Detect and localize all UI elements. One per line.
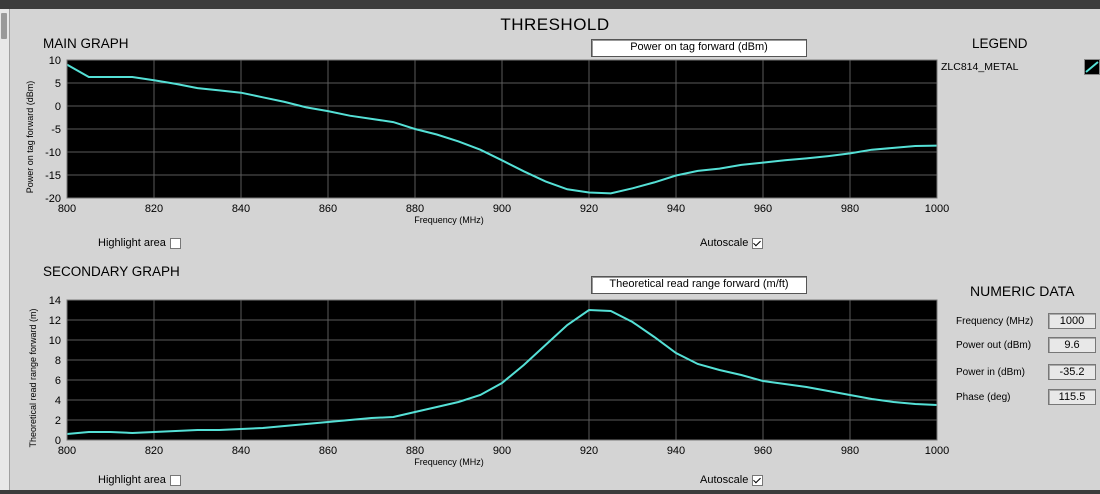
x-tick-label: 840 <box>232 445 250 457</box>
y-tick-label: 6 <box>55 375 61 387</box>
y-tick-label: 10 <box>49 55 61 67</box>
legend-item-name: ZLC814_METAL <box>941 61 1019 73</box>
series-line <box>66 308 938 435</box>
x-tick-label: 920 <box>580 445 598 457</box>
numeric-label: Phase (deg) <box>956 391 1011 403</box>
x-tick-label: 820 <box>145 445 163 457</box>
x-tick-label: 960 <box>754 445 772 457</box>
secondary-autoscale-checkbox[interactable] <box>752 474 764 486</box>
numeric-value: -35.2 <box>1048 364 1096 380</box>
x-tick-label: 1000 <box>925 445 949 457</box>
x-tick-label: 880 <box>406 445 424 457</box>
scrollbar-thumb[interactable] <box>1 13 7 39</box>
y-tick-label: -20 <box>45 193 61 205</box>
main-autoscale[interactable]: Autoscale <box>700 237 764 249</box>
x-tick-label: 980 <box>841 445 859 457</box>
x-tick-label: 940 <box>667 203 685 215</box>
numeric-data-title: NUMERIC DATA <box>970 283 1075 299</box>
secondary-autoscale-label: Autoscale <box>700 474 749 486</box>
main-highlight-checkbox[interactable] <box>169 237 181 249</box>
main-highlight-label: Highlight area <box>98 237 166 249</box>
x-tick-label: 840 <box>232 203 250 215</box>
y-tick-label: 4 <box>55 395 61 407</box>
y-axis-label: Theoretical read range forward (m) <box>28 308 38 447</box>
legend-title: LEGEND <box>972 36 1028 51</box>
numeric-row-frequency: Frequency (MHz) 1000 <box>956 313 1096 329</box>
main-autoscale-checkbox[interactable] <box>752 237 764 249</box>
secondary-highlight-area[interactable]: Highlight area <box>98 474 181 486</box>
window-top-bar <box>0 0 1100 9</box>
x-tick-label: 920 <box>580 203 598 215</box>
y-tick-label: -15 <box>45 170 61 182</box>
x-tick-label: 880 <box>406 203 424 215</box>
y-tick-label: 8 <box>55 355 61 367</box>
secondary-graph-plot: 800 820 840 860 880 900 920 940 960 980 1000141210… <box>28 295 949 467</box>
numeric-row-phase: Phase (deg) 115.5 <box>956 389 1096 405</box>
numeric-value: 115.5 <box>1048 389 1096 405</box>
window-bottom-bar <box>0 490 1100 494</box>
main-graph-selector[interactable]: Power on tag forward (dBm) <box>591 39 807 57</box>
main-graph-title: MAIN GRAPH <box>43 36 129 51</box>
page-title: THRESHOLD <box>500 15 610 34</box>
x-tick-label: 900 <box>493 203 511 215</box>
legend-line-icon <box>1085 61 1099 73</box>
legend-swatch[interactable] <box>1084 59 1100 75</box>
x-tick-label: 860 <box>319 445 337 457</box>
x-tick-label: 800 <box>58 445 76 457</box>
main-graph-plot: 800 820 840 860 880 900 920 940 960 980 1000 10 5 0 -5… <box>25 55 949 225</box>
numeric-row-power-in: Power in (dBm) -35.2 <box>956 364 1096 380</box>
x-tick-label: 900 <box>493 445 511 457</box>
x-tick-label: 800 <box>58 203 76 215</box>
vertical-scrollbar[interactable] <box>0 9 10 494</box>
y-tick-label: 5 <box>55 78 61 90</box>
y-tick-label: 0 <box>55 101 61 113</box>
numeric-row-power-out: Power out (dBm) 9.6 <box>956 337 1096 353</box>
plot-border <box>66 59 938 199</box>
x-tick-label: 860 <box>319 203 337 215</box>
y-axis-label: Power on tag forward (dBm) <box>25 81 35 194</box>
secondary-graph-selector[interactable]: Theoretical read range forward (m/ft) <box>591 276 807 294</box>
x-axis-label: Frequency (MHz) <box>414 457 484 467</box>
secondary-highlight-label: Highlight area <box>98 474 166 486</box>
numeric-label: Frequency (MHz) <box>956 315 1034 327</box>
y-tick-label: 0 <box>55 435 61 447</box>
y-tick-label: -5 <box>51 124 61 136</box>
y-tick-label: 10 <box>49 335 61 347</box>
plot-border <box>66 299 938 441</box>
secondary-graph-title: SECONDARY GRAPH <box>43 264 180 279</box>
x-tick-label: 960 <box>754 203 772 215</box>
x-axis-label: Frequency (MHz) <box>414 215 484 225</box>
x-tick-label: 980 <box>841 203 859 215</box>
y-tick-label: 2 <box>55 415 61 427</box>
numeric-value: 9.6 <box>1048 337 1096 353</box>
series-line <box>66 63 938 195</box>
x-tick-label: 820 <box>145 203 163 215</box>
y-tick-label: -10 <box>45 147 61 159</box>
secondary-autoscale[interactable]: Autoscale <box>700 474 764 486</box>
y-tick-label: 14 <box>49 295 61 307</box>
y-tick-label: 12 <box>49 315 61 327</box>
main-highlight-area[interactable]: Highlight area <box>98 237 181 249</box>
x-tick-label: 1000 <box>925 203 949 215</box>
secondary-highlight-checkbox[interactable] <box>169 474 181 486</box>
main-autoscale-label: Autoscale <box>700 237 749 249</box>
numeric-label: Power in (dBm) <box>956 366 1025 378</box>
numeric-value: 1000 <box>1048 313 1096 329</box>
x-tick-label: 940 <box>667 445 685 457</box>
numeric-label: Power out (dBm) <box>956 339 1032 351</box>
